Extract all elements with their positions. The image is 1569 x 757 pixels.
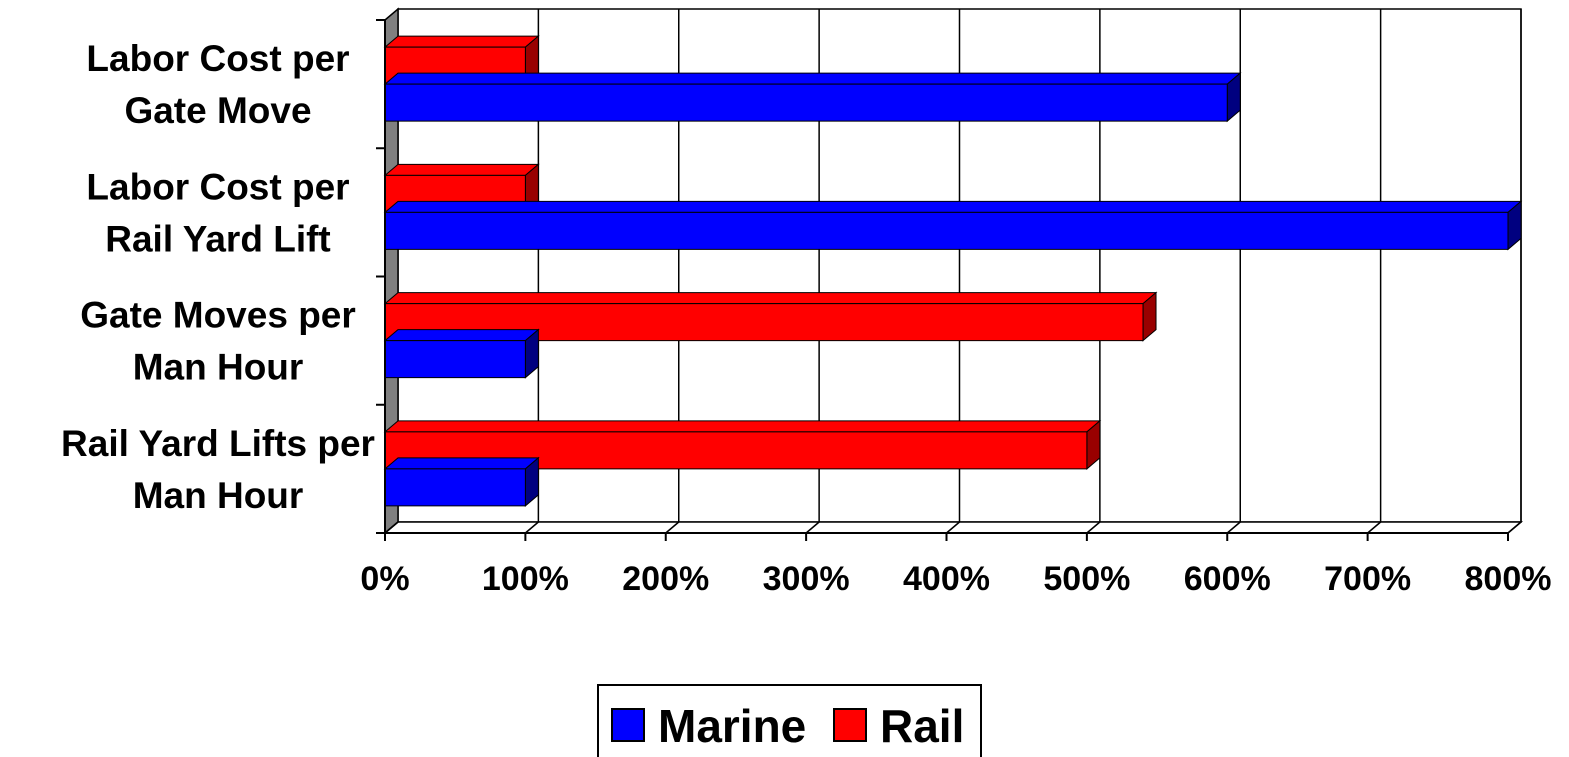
- x-tick-label: 600%: [1184, 560, 1271, 598]
- bar-marine: [383, 200, 1523, 251]
- category-label: Labor Cost per Gate Move: [86, 38, 349, 131]
- x-tick-label: 0%: [360, 560, 409, 598]
- bar-top-face: [383, 329, 540, 342]
- x-tick-label: 800%: [1465, 560, 1552, 598]
- bar-marine: [383, 456, 540, 507]
- bar-top-face: [383, 72, 1242, 85]
- bar-top-face: [383, 35, 540, 48]
- bar-front-face: [384, 83, 1228, 122]
- x-tick-labels: 0% 100% 200% 300% 400% 500% 600% 700% 800%: [360, 560, 1551, 598]
- floor-gridline: [946, 521, 960, 534]
- floor-gridline: [1226, 521, 1241, 534]
- x-tick-label: 100%: [482, 560, 569, 598]
- legend-label-marine: Marine: [658, 700, 806, 752]
- category-label: Gate Moves per Man Hour: [80, 295, 356, 388]
- floor-gridline: [805, 521, 820, 534]
- bar-front-face: [384, 468, 526, 507]
- bar-marine: [383, 72, 1242, 123]
- bar-marine: [383, 328, 540, 379]
- bar-front-face: [384, 340, 526, 379]
- x-tick-label: 300%: [763, 560, 850, 598]
- legend-label-rail: Rail: [880, 700, 964, 752]
- legend-swatch-rail: [833, 708, 867, 742]
- bar-top-face: [383, 163, 540, 176]
- category-labels: Labor Cost per Gate Move Labor Cost per Rai…: [61, 38, 375, 516]
- floor-gridline: [1367, 521, 1382, 534]
- legend-swatch-marine: [611, 708, 645, 742]
- x-tick-label: 700%: [1324, 560, 1411, 598]
- x-tick-label: 400%: [903, 560, 990, 598]
- floor-gridline: [524, 521, 539, 534]
- bars: [383, 35, 1523, 507]
- floor-gridline: [1086, 521, 1101, 534]
- floor-gridline: [1507, 521, 1522, 534]
- x-tick-label: 200%: [622, 560, 709, 598]
- category-label: Labor Cost per Rail Yard Lift: [86, 166, 349, 259]
- category-label: Rail Yard Lifts per Man Hour: [61, 423, 375, 516]
- x-tick-label: 500%: [1043, 560, 1130, 598]
- axes: [376, 19, 1509, 541]
- legend: Marine Rail: [597, 684, 982, 757]
- bar-front-face: [384, 211, 1509, 250]
- bar-top-face: [383, 292, 1158, 305]
- floor-gridline: [384, 521, 399, 534]
- legend-box: [597, 684, 982, 757]
- floor-gridline: [665, 521, 680, 534]
- bar-top-face: [383, 457, 540, 470]
- bar-top-face: [383, 200, 1523, 213]
- bar-top-face: [383, 420, 1102, 433]
